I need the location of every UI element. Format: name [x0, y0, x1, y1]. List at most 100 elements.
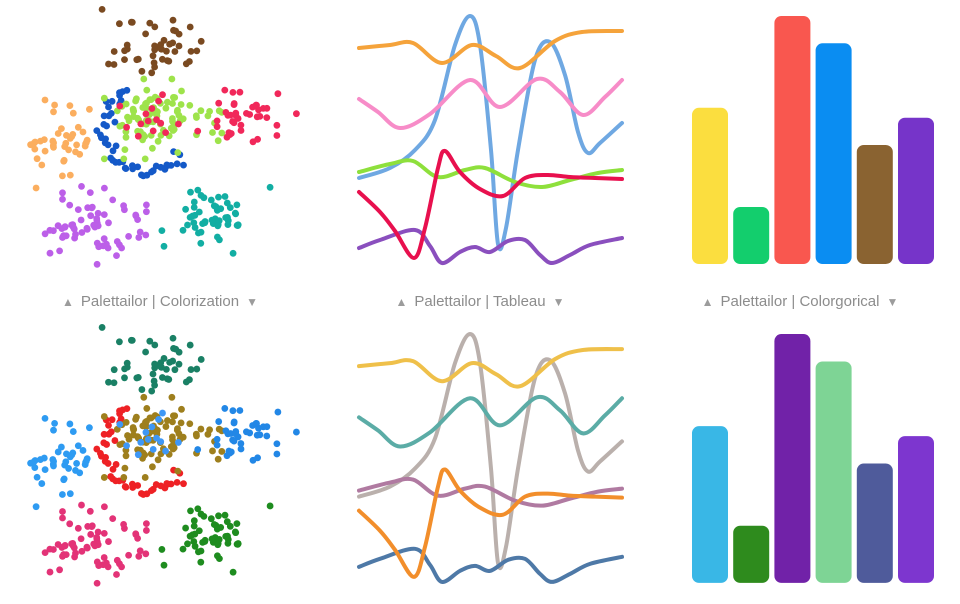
scatter-point-east-blob	[273, 132, 281, 139]
scatter-point-center-blob	[178, 405, 185, 413]
scatter-point-north-blob	[197, 356, 205, 363]
scatter-point-southeast-blob	[217, 205, 225, 213]
scatter-point-center-ring	[100, 430, 108, 438]
scatter-point-southwest-blob	[109, 196, 117, 204]
scatter-point-southwest-blob	[118, 244, 125, 252]
scatter-point-southwest-blob	[135, 234, 143, 241]
bar-bar-3	[774, 16, 811, 264]
bar-bar-5	[856, 145, 893, 264]
scatter-point-north-blob	[98, 5, 106, 13]
scatter-point-north-blob	[151, 23, 159, 31]
scatter-point-southwest-blob	[100, 554, 108, 561]
scatter-point-north-blob	[182, 378, 190, 386]
scatter-point-southwest-blob	[95, 562, 103, 569]
scatter-point-center-blob	[169, 100, 176, 107]
scatter-point-west-blob	[66, 171, 74, 179]
scatter-point-southwest-blob	[60, 232, 67, 240]
scatter-point-west-blob	[54, 448, 62, 456]
scatter-point-southwest-blob	[142, 231, 150, 239]
palette-up-arrow-icon[interactable]: ▲	[701, 294, 714, 309]
scatter-point-southeast-blob	[189, 531, 197, 539]
scatter-point-east-blob	[230, 119, 238, 127]
bar-bar-6	[898, 436, 934, 583]
line-series-bottom-wavy	[357, 546, 624, 584]
scatter-point-north-blob	[151, 341, 159, 349]
scatter-point-center-blob	[139, 422, 147, 430]
scatter-point-west-blob	[51, 101, 58, 109]
scatter-point-center-noise	[137, 120, 145, 128]
scatter-point-center-blob	[168, 75, 176, 83]
scatter-point-southeast-blob	[266, 183, 274, 191]
scatter-point-north-blob	[123, 41, 131, 49]
scatter-point-southwest-blob	[125, 551, 132, 559]
scatter-point-north-blob	[182, 60, 190, 68]
scatter-point-southeast-blob	[197, 239, 205, 247]
scatter-point-west-blob	[76, 469, 84, 477]
scatter-point-east-blob	[293, 428, 300, 436]
scatter-point-west-blob	[41, 96, 49, 104]
scatter-point-southwest-blob	[77, 535, 85, 543]
palette-down-arrow-icon[interactable]: ▼	[552, 294, 565, 309]
scatter-point-north-blob	[169, 16, 177, 24]
scatter-point-west-blob	[63, 450, 70, 458]
scatter-point-east-blob	[230, 418, 238, 426]
scatter-point-southwest-blob	[143, 201, 150, 209]
scatter-point-west-blob	[73, 459, 80, 467]
scatter-plot-panel-top	[0, 0, 320, 285]
scatter-point-center-noise	[142, 110, 150, 118]
scatter-point-west-blob	[76, 150, 84, 158]
palette-up-arrow-icon[interactable]: ▲	[62, 294, 74, 309]
scatter-point-southwest-blob	[72, 230, 79, 238]
scatter-point-center-ring	[107, 154, 115, 162]
scatter-point-west-blob	[82, 457, 90, 465]
scatter-point-center-blob	[143, 86, 151, 94]
scatter-point-north-blob	[127, 18, 135, 26]
scatter-point-north-blob	[138, 67, 146, 75]
scatter-point-southeast-blob	[184, 221, 191, 229]
scatter-point-center-ring	[111, 118, 119, 126]
scatter-point-center-noise	[148, 423, 156, 431]
scatter-point-southwest-blob	[134, 534, 142, 542]
scatter-point-west-blob	[63, 132, 70, 139]
scatter-point-center-blob	[140, 75, 148, 83]
scatter-point-southwest-blob	[105, 538, 112, 545]
scatter-point-southeast-blob	[190, 204, 198, 211]
scatter-point-southeast-blob	[160, 242, 168, 250]
scatter-point-center-blob	[174, 467, 182, 475]
scatter-point-center-ring	[107, 428, 115, 436]
scatter-point-east-blob	[263, 104, 271, 112]
scatter-point-southeast-blob	[214, 233, 221, 241]
scatter-point-center-blob	[154, 456, 162, 464]
scatter-plot-panel-bottom	[0, 318, 320, 604]
scatter-point-southwest-blob	[41, 230, 49, 238]
scatter-point-southeast-blob	[222, 214, 230, 222]
scatter-point-east-blob	[253, 101, 260, 109]
palette-down-arrow-icon[interactable]: ▼	[246, 294, 258, 309]
scatter-point-southeast-blob	[197, 558, 205, 566]
scatter-point-southeast-blob	[191, 542, 199, 550]
palette-up-arrow-icon[interactable]: ▲	[395, 294, 408, 309]
scatter-point-southwest-blob	[142, 550, 150, 558]
bar-bar-2	[733, 525, 770, 583]
scatter-point-southwest-blob	[118, 563, 125, 571]
scatter-point-east-blob	[263, 114, 271, 121]
scatter-point-center-blob	[130, 431, 137, 439]
scatter-point-center-noise	[116, 102, 124, 110]
scatter-point-center-ring	[105, 421, 112, 429]
scatter-point-center-blob	[218, 448, 226, 455]
scatter-point-southeast-blob	[215, 193, 222, 201]
bar-chart-panel-bottom	[640, 318, 960, 604]
scatter-point-southwest-blob	[134, 216, 142, 224]
scatter-point-north-blob	[123, 359, 131, 367]
scatter-point-north-blob	[158, 45, 165, 53]
palette-down-arrow-icon[interactable]: ▼	[886, 294, 899, 309]
scatter-point-west-blob	[41, 414, 49, 422]
scatter-point-center-noise	[116, 420, 124, 428]
scatter-point-north-blob	[151, 381, 159, 389]
scatter-point-southwest-blob	[59, 189, 66, 197]
scatter-point-southwest-blob	[78, 183, 85, 190]
scatter-point-southeast-blob	[182, 205, 190, 213]
scatter-point-west-blob	[31, 464, 39, 472]
bar-chart-panel-top	[640, 0, 960, 285]
bar-bar-2	[733, 207, 770, 264]
